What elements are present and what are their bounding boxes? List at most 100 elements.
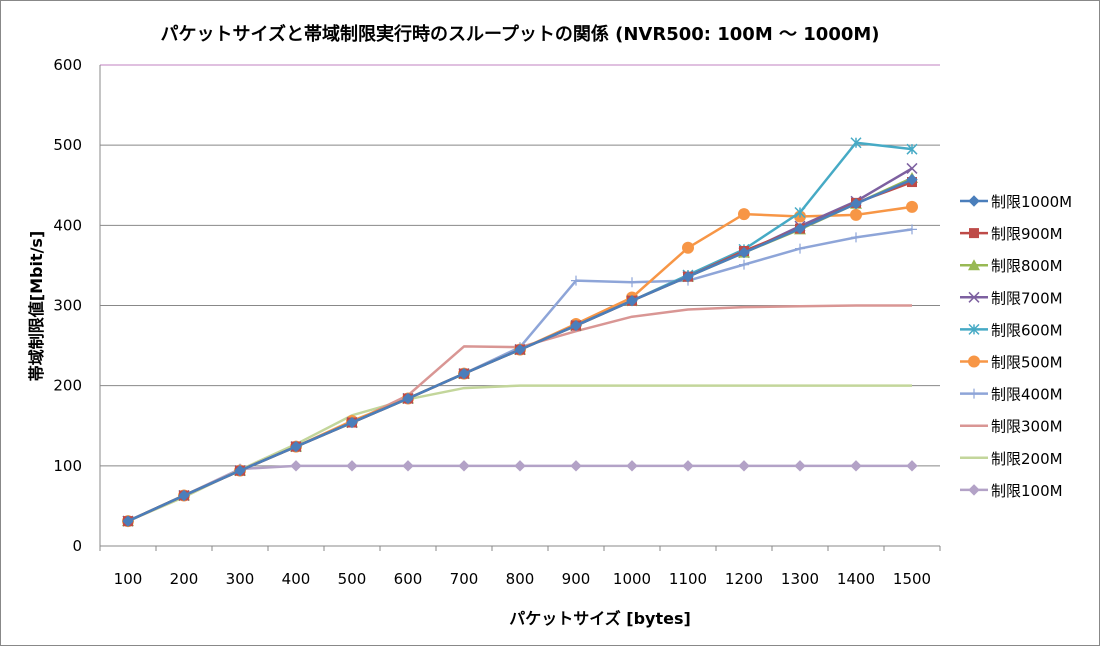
data-point — [346, 460, 358, 472]
legend-item: 制限400M — [960, 386, 1063, 404]
series-制限200M — [127, 384, 912, 523]
legend-item: 制限800M — [960, 257, 1063, 275]
x-tick-label: 100 — [114, 570, 143, 588]
data-point — [738, 460, 750, 472]
x-tick-label: 200 — [170, 570, 199, 588]
x-tick-label: 1000 — [613, 570, 651, 588]
y-tick-label: 500 — [53, 136, 82, 154]
data-point — [402, 392, 414, 405]
legend-label: 制限500M — [991, 354, 1063, 372]
x-axis-label: パケットサイズ [bytes] — [509, 609, 691, 628]
data-point — [290, 440, 302, 453]
legend-label: 制限100M — [991, 482, 1063, 500]
data-point — [795, 243, 805, 254]
data-point — [906, 200, 918, 213]
x-tick-label: 300 — [226, 570, 255, 588]
data-point — [968, 484, 980, 496]
x-tick-label: 900 — [562, 570, 591, 588]
series-line — [127, 384, 912, 523]
data-point — [968, 195, 980, 207]
legend-label: 制限800M — [991, 257, 1063, 275]
y-tick-label: 0 — [72, 537, 82, 555]
data-point — [906, 173, 918, 186]
data-point — [626, 294, 638, 307]
y-tick-label: 400 — [53, 216, 82, 234]
legend-item: 制限700M — [960, 289, 1063, 307]
data-point — [850, 208, 862, 221]
y-axis-label: 帯域制限値[Mbit/s] — [27, 231, 46, 382]
legend-item: 制限500M — [960, 354, 1063, 372]
data-point — [968, 323, 980, 335]
data-point — [906, 162, 918, 174]
data-point — [570, 319, 582, 332]
data-point — [571, 275, 581, 286]
data-point — [122, 515, 134, 527]
data-point — [850, 197, 862, 210]
data-point — [346, 416, 358, 429]
data-point — [402, 460, 414, 472]
series-line — [127, 464, 912, 523]
x-tick-label: 1500 — [893, 570, 931, 588]
legend-label: 制限700M — [991, 289, 1063, 307]
data-point — [968, 259, 980, 271]
data-point — [234, 464, 246, 477]
data-point — [514, 343, 526, 356]
data-point — [682, 460, 694, 472]
data-point — [850, 460, 862, 472]
data-point — [570, 460, 582, 472]
legend-label: 制限600M — [991, 321, 1063, 339]
series-line — [127, 228, 913, 523]
data-point — [738, 246, 750, 259]
data-point — [458, 460, 470, 472]
data-point — [969, 388, 979, 399]
x-tick-label: 1400 — [837, 570, 875, 588]
x-tick-label: 700 — [450, 570, 479, 588]
data-point — [514, 460, 526, 472]
legend-item: 制限600M — [960, 321, 1063, 339]
y-tick-label: 300 — [53, 297, 82, 315]
data-point — [682, 241, 694, 254]
data-point — [738, 208, 750, 221]
data-point — [682, 270, 694, 283]
legend-label: 制限300M — [991, 418, 1063, 436]
data-point — [290, 460, 302, 472]
series-制限300M — [127, 304, 912, 523]
legend-label: 制限400M — [991, 386, 1063, 404]
legend-item: 制限100M — [960, 482, 1063, 500]
legend-label: 制限1000M — [991, 193, 1072, 211]
x-tick-label: 800 — [506, 570, 535, 588]
data-point — [968, 355, 980, 368]
series-line — [127, 304, 912, 523]
data-point — [627, 277, 637, 288]
data-point — [850, 137, 862, 149]
data-point — [969, 228, 979, 239]
data-point — [968, 291, 980, 303]
legend-item: 制限300M — [960, 418, 1063, 436]
x-tick-label: 1300 — [781, 570, 819, 588]
series-line — [127, 205, 913, 523]
chart-title: パケットサイズと帯域制限実行時のスループットの関係 (NVR500: 100M … — [160, 23, 879, 45]
data-point — [794, 222, 806, 235]
data-point — [458, 367, 470, 380]
data-point — [626, 460, 638, 472]
y-tick-label: 100 — [53, 457, 82, 475]
legend-label: 制限900M — [991, 225, 1063, 243]
legend-item: 制限1000M — [960, 193, 1072, 211]
data-point — [907, 224, 917, 235]
series-制限1000M — [122, 173, 918, 527]
x-tick-label: 400 — [282, 570, 311, 588]
x-tick-label: 500 — [338, 570, 367, 588]
y-tick-label: 600 — [53, 56, 82, 74]
legend-item: 制限900M — [960, 225, 1063, 243]
legend-item: 制限200M — [960, 450, 1063, 468]
data-point — [851, 232, 861, 243]
data-point — [906, 143, 918, 155]
data-point — [739, 259, 749, 270]
x-tick-label: 600 — [394, 570, 423, 588]
legend-label: 制限200M — [991, 450, 1063, 468]
data-point — [794, 460, 806, 472]
x-tick-label: 1100 — [669, 570, 707, 588]
series-制限400M — [123, 224, 917, 527]
data-point — [794, 206, 806, 219]
